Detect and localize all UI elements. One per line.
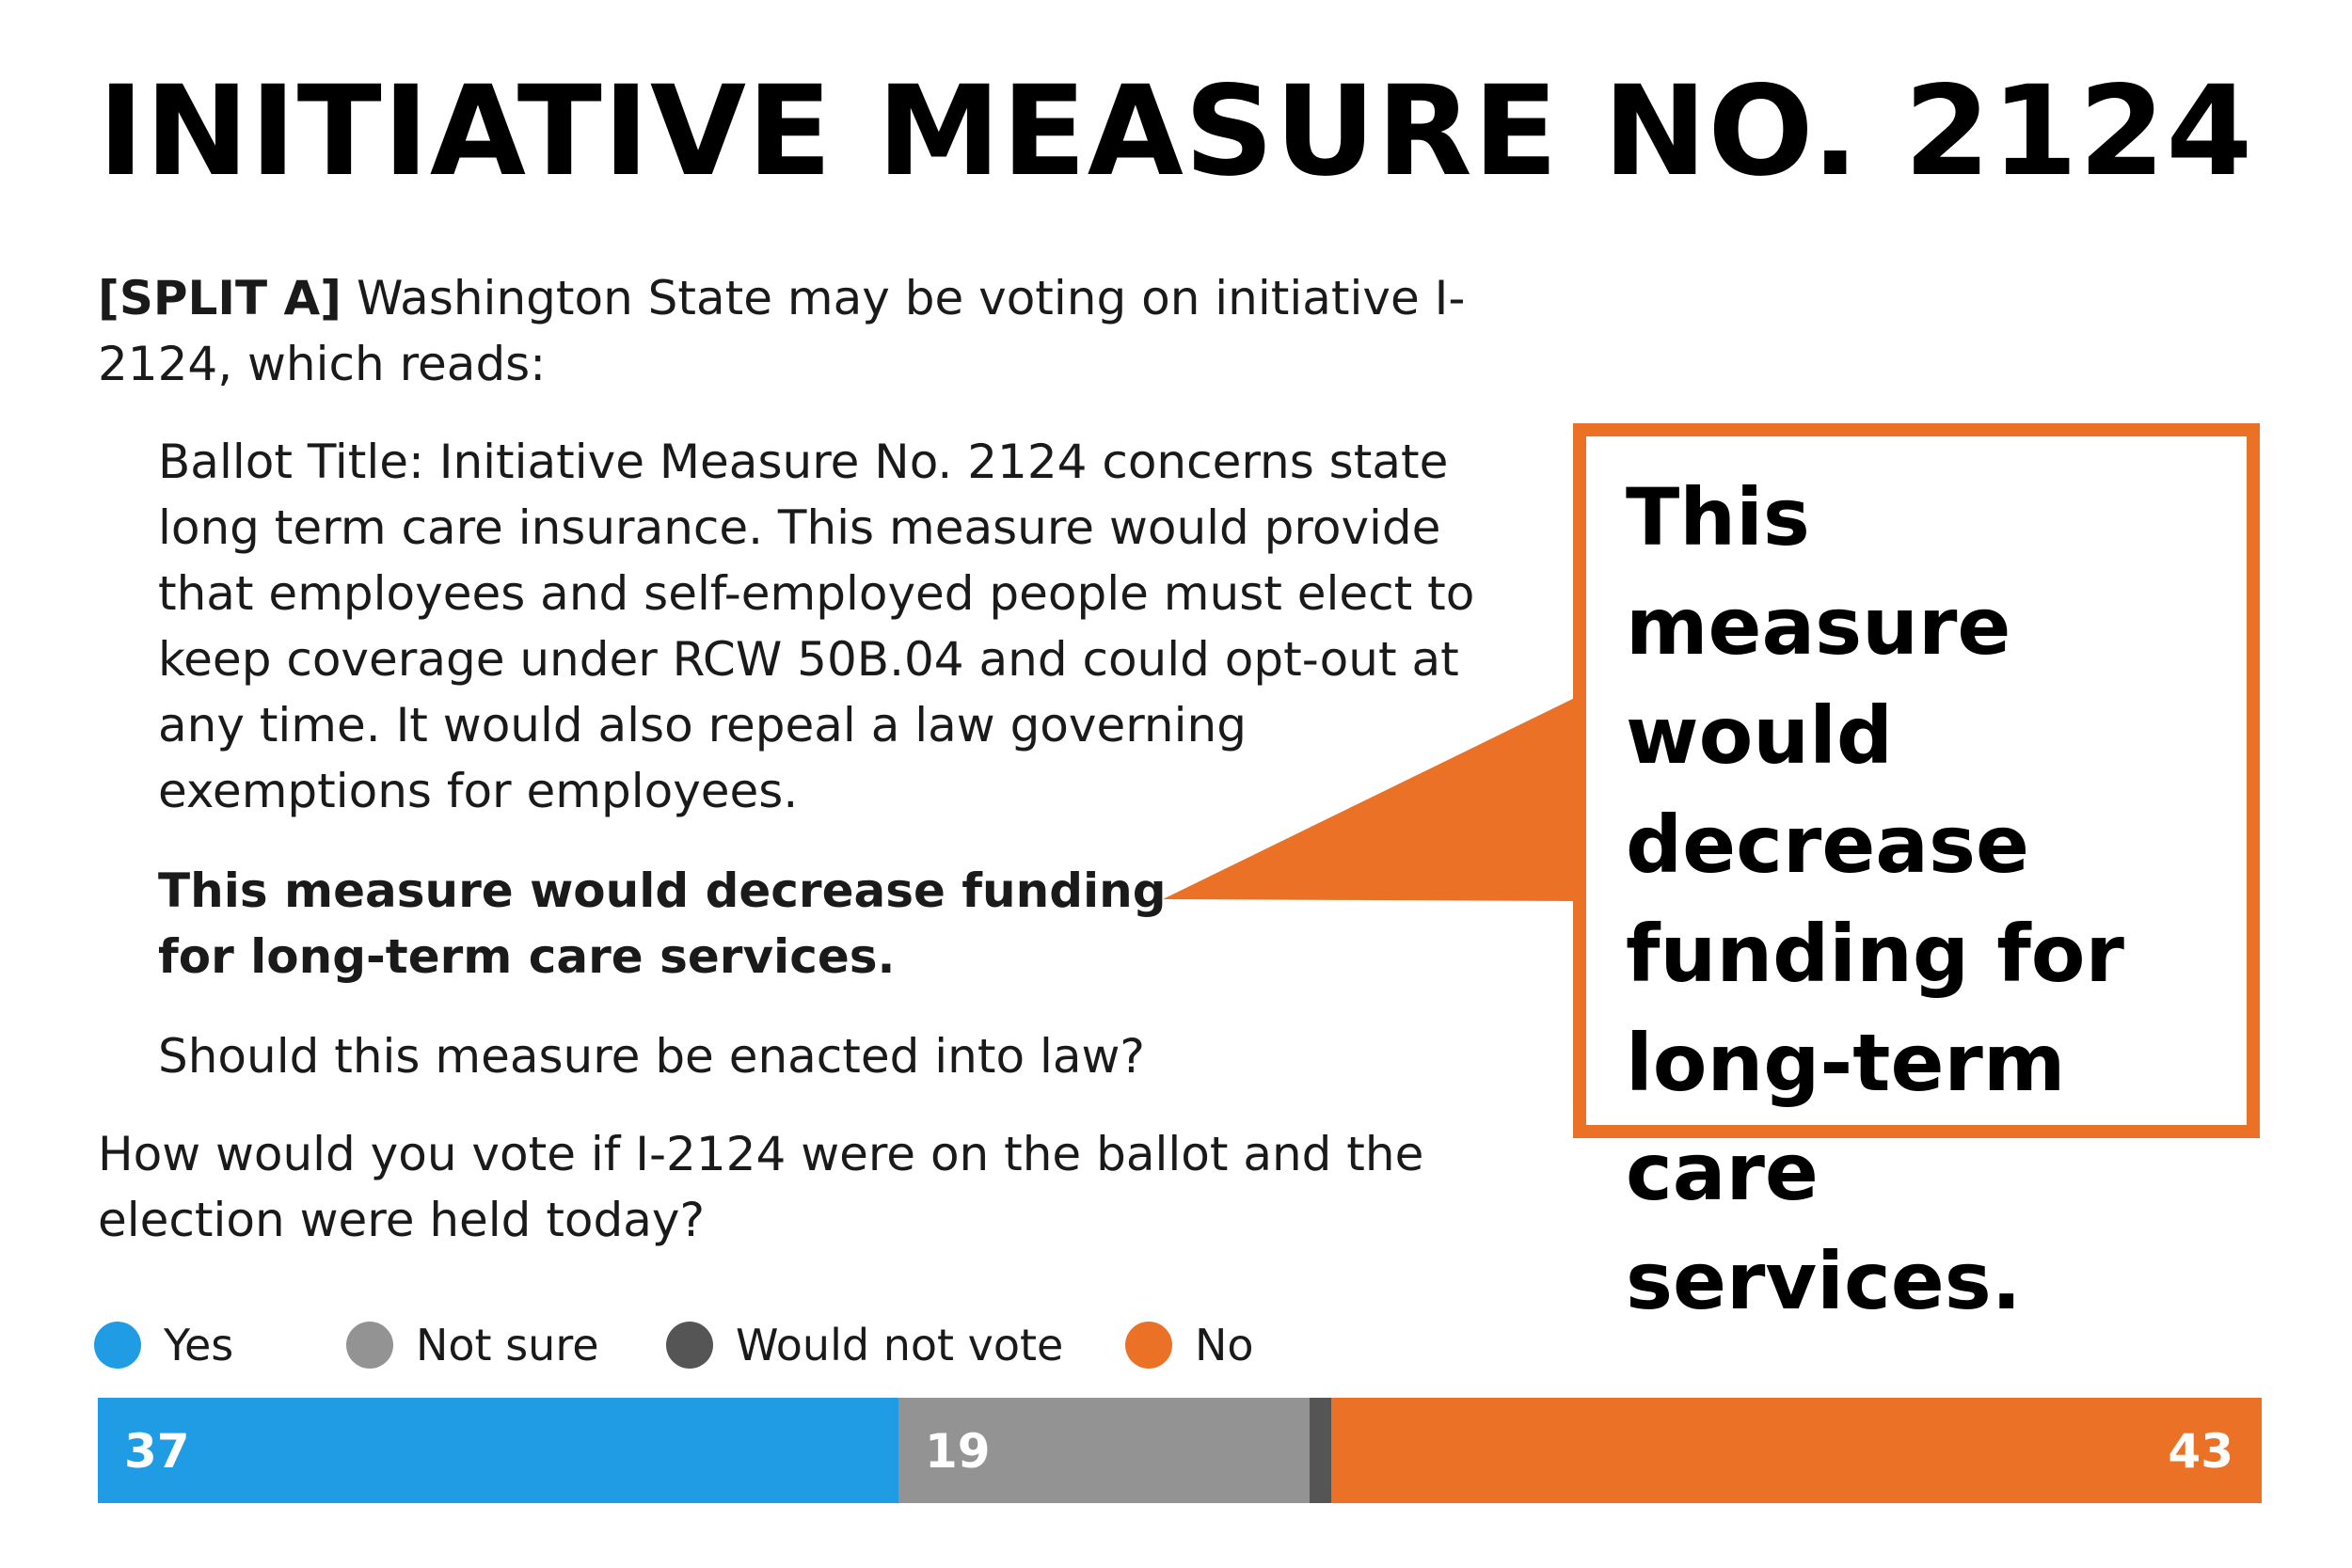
- enact-prompt: Should this measure be enacted into law?: [158, 1029, 1145, 1084]
- split-label: [SPLIT A]: [98, 271, 342, 325]
- callout-pointer-shape: [1163, 692, 1586, 901]
- bar-segment-no: [1331, 1398, 2262, 1503]
- legend-swatch-would-not-vote: [666, 1322, 713, 1369]
- bar-label-yes: 37: [124, 1424, 190, 1479]
- emphasis-text: This measure would decrease funding for …: [158, 863, 1167, 984]
- page-title: INITIATIVE MEASURE NO. 2124: [98, 59, 2254, 204]
- legend-label-would-not-vote: Would not vote: [736, 1320, 1064, 1370]
- bar-segment-yes: [98, 1398, 899, 1503]
- vote-question: How would you vote if I-2124 were on the…: [98, 1127, 1424, 1247]
- callout-box: This measure would decrease funding for …: [1573, 423, 2260, 1327]
- legend-swatch-no: [1125, 1322, 1172, 1369]
- callout-text: This measure would decrease funding for …: [1626, 471, 2124, 1327]
- intro-body: Washington State may be voting on initia…: [98, 271, 1466, 391]
- bar-label-not-sure: 19: [925, 1424, 991, 1479]
- legend-item-yes: Yes: [94, 1320, 346, 1370]
- legend-label-yes: Yes: [164, 1320, 234, 1370]
- legend-item-not-sure: Not sure: [346, 1320, 666, 1370]
- legend-label-not-sure: Not sure: [416, 1320, 599, 1370]
- ballot-title-text: Ballot Title: Initiative Measure No. 212…: [158, 435, 1475, 818]
- legend-label-no: No: [1195, 1320, 1254, 1370]
- stacked-bar-svg: 37 19 43: [98, 1398, 2262, 1503]
- bar-segment-not-sure: [898, 1398, 1311, 1503]
- bar-segment-would-not-vote: [1310, 1398, 1332, 1503]
- bar-label-no: 43: [2168, 1424, 2233, 1479]
- legend-swatch-not-sure: [346, 1322, 393, 1369]
- ballot-quote: Ballot Title: Initiative Measure No. 212…: [158, 429, 1494, 1089]
- stacked-bar-chart: 37 19 43: [98, 1398, 2262, 1503]
- legend-swatch-yes: [94, 1322, 141, 1369]
- chart-legend: Yes Not sure Would not vote No: [94, 1315, 1254, 1375]
- legend-item-no: No: [1125, 1320, 1254, 1370]
- intro-text: [SPLIT A] Washington State may be voting…: [98, 265, 1490, 397]
- legend-item-would-not-vote: Would not vote: [666, 1320, 1125, 1370]
